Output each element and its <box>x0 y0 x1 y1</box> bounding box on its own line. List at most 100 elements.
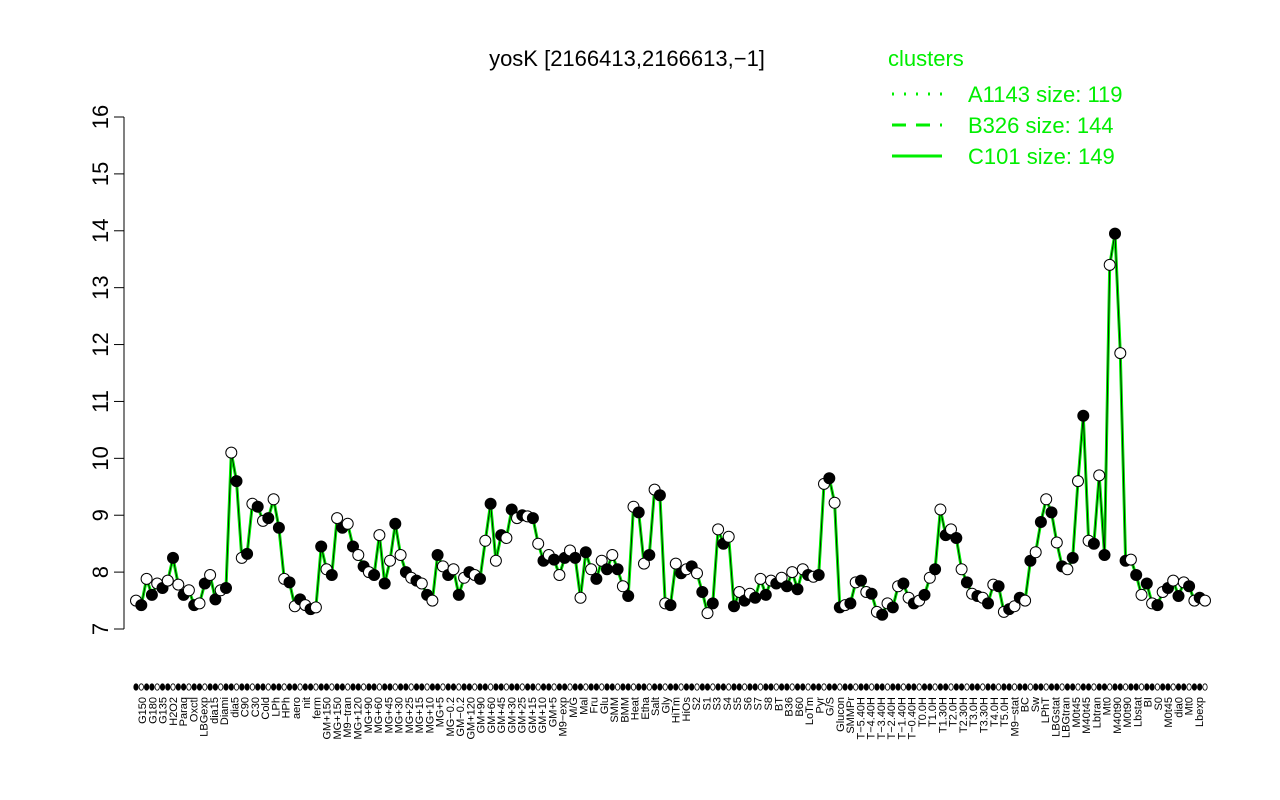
x-tick-label: GM+45 <box>496 697 508 733</box>
x-rug-mark <box>731 683 737 691</box>
x-rug-mark <box>212 683 218 691</box>
data-point <box>1029 546 1042 559</box>
x-tick-label: GM+15 <box>527 697 539 733</box>
data-point <box>1183 580 1196 593</box>
x-tick-label: Mal <box>578 697 590 715</box>
x-rug-mark <box>821 683 827 691</box>
x-tick-label: T−3.40H <box>876 697 888 740</box>
x-tick-label: Lbtran <box>1091 697 1103 728</box>
x-rug-mark <box>228 683 234 691</box>
x-tick-label: SMMPr <box>845 697 857 734</box>
data-point <box>712 523 725 536</box>
x-rug-mark <box>673 683 679 691</box>
x-rug-mark <box>165 683 171 691</box>
data-point <box>161 574 174 587</box>
data-point <box>960 576 973 589</box>
data-point <box>1124 553 1137 566</box>
data-point <box>1093 469 1106 482</box>
x-rug-mark <box>477 683 483 691</box>
x-tick-label: BMM <box>619 697 631 723</box>
data-point <box>934 503 947 516</box>
data-point <box>780 580 793 593</box>
x-tick-label: T−1.40H <box>896 697 908 740</box>
y-tick-label: 10 <box>88 446 113 470</box>
x-rug-mark <box>609 683 615 691</box>
data-point <box>622 590 635 602</box>
x-rug-mark <box>1133 683 1139 691</box>
x-rug-mark <box>736 683 742 691</box>
data-point <box>1140 577 1153 590</box>
x-tick-label: HPh <box>281 697 293 718</box>
x-tick-label: T−5.40H <box>855 697 867 740</box>
x-rug-mark <box>509 683 515 691</box>
data-point <box>992 580 1005 593</box>
x-rug-mark <box>599 683 605 691</box>
data-point <box>1050 536 1063 549</box>
x-rug-mark <box>720 683 727 691</box>
x-rug-mark <box>879 683 885 691</box>
x-rug-mark <box>778 683 785 691</box>
data-point <box>447 563 460 576</box>
data-point <box>479 534 492 547</box>
x-rug-mark <box>1175 683 1182 691</box>
x-rug-mark <box>927 683 933 691</box>
data-point <box>325 569 338 581</box>
data-point <box>982 597 994 610</box>
data-point <box>955 563 968 576</box>
x-rug-mark <box>440 683 446 691</box>
x-tick-label: Etha <box>640 696 652 720</box>
x-tick-label: Glu <box>599 697 611 714</box>
data-point <box>855 574 867 587</box>
data-point <box>691 567 703 580</box>
data-point <box>1072 475 1084 488</box>
x-tick-label: S0 <box>1153 697 1165 710</box>
data-point <box>1109 227 1121 240</box>
x-rug-mark <box>980 683 986 691</box>
x-rug-mark <box>1191 683 1198 691</box>
data-point <box>182 584 195 597</box>
x-tick-label: BC <box>1020 697 1032 712</box>
x-tick-label: GM+150 <box>322 697 334 740</box>
x-tick-label: BI <box>1143 697 1155 707</box>
x-rug-mark <box>233 683 240 691</box>
x-rug-mark <box>503 683 509 691</box>
x-rug-mark <box>641 683 647 691</box>
x-rug-mark <box>847 683 854 691</box>
x-tick-label: S7 <box>753 697 765 710</box>
x-rug-mark <box>567 683 573 691</box>
y-axis: 7 8 9 10 11 12 13 14 15 16 <box>88 105 125 635</box>
x-rug-mark <box>678 683 684 691</box>
x-tick-label: Diami <box>219 697 231 725</box>
x-tick-label: MG+45 <box>383 697 395 733</box>
x-rug-mark <box>424 683 430 691</box>
x-rug-mark <box>985 683 991 691</box>
x-rug-mark <box>752 683 758 691</box>
data-point <box>1098 549 1111 561</box>
data-point <box>632 506 645 519</box>
x-rug-mark <box>1022 683 1028 691</box>
x-tick-label: G135 <box>158 697 170 724</box>
data-point <box>452 588 465 601</box>
x-rug-mark <box>937 683 944 691</box>
data-point <box>1087 537 1100 550</box>
x-tick-label: T2.0H <box>948 697 960 727</box>
data-point <box>1061 563 1074 576</box>
data-point <box>1066 551 1079 564</box>
x-tick-label: MG+5 <box>435 697 447 727</box>
data-point <box>595 554 608 567</box>
data-point <box>606 549 619 561</box>
x-rug-mark <box>514 683 520 691</box>
x-tick-label: GM+25 <box>517 697 529 733</box>
x-rug-mark <box>958 683 965 691</box>
data-point <box>653 489 666 502</box>
data-point <box>611 563 624 576</box>
x-rug-mark <box>636 683 642 691</box>
x-rug-mark <box>667 683 674 691</box>
x-rug-mark <box>577 683 584 691</box>
data-point <box>331 512 344 525</box>
x-tick-label: M9−tran <box>342 697 354 738</box>
x-rug-mark <box>1048 683 1055 691</box>
x-rug-mark <box>1043 683 1049 691</box>
x-rug-mark <box>376 683 382 691</box>
